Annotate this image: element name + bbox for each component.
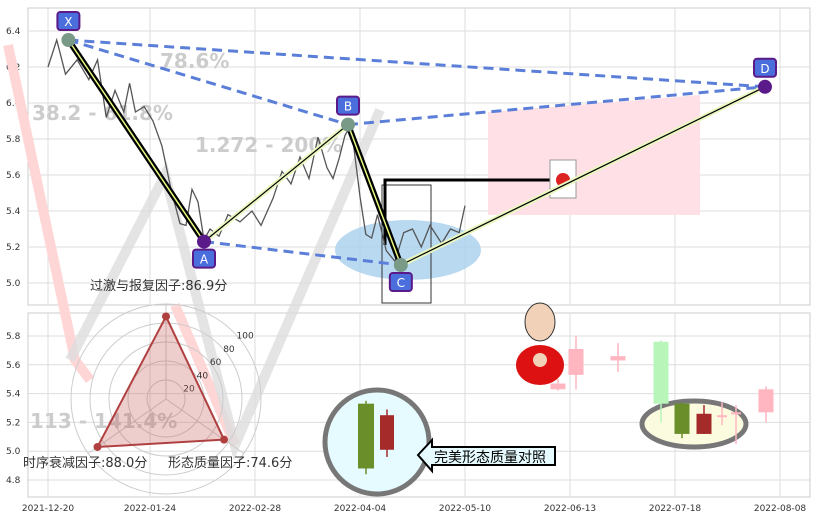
candle-body: [653, 341, 669, 404]
pattern-dashed-line: [203, 240, 402, 267]
x-tick-label: 2022-04-04: [334, 504, 387, 514]
candle-body: [550, 383, 566, 390]
pattern-label-badge: [388, 272, 413, 292]
radar-point: [93, 442, 102, 451]
callout-arrow: [416, 437, 556, 474]
pattern-point-C: [393, 258, 408, 272]
y-tick-label-top: 5.0: [6, 279, 21, 289]
pattern-point-D: [758, 79, 772, 94]
radar-tick-label: 40: [197, 371, 209, 381]
fib-watermark-label: 38.2 - 61.8%: [32, 101, 173, 125]
y-tick-label-top: 6.4: [6, 27, 21, 37]
radar-tick-label: 100: [237, 332, 254, 342]
pattern-dashed-line: [347, 85, 766, 127]
pattern-leg: [203, 124, 349, 243]
pattern-leg-highlight: [67, 39, 205, 243]
radar-axis: [87, 398, 167, 454]
candle-body: [358, 403, 374, 469]
candle-body: [568, 348, 584, 375]
pattern-point-B: [341, 117, 355, 132]
callout-text: 完美形态质量对照: [434, 450, 546, 466]
pattern-label-badge: [56, 11, 81, 31]
candle-body: [696, 413, 712, 434]
pattern-label: A: [200, 253, 209, 267]
pattern-label-badge: [336, 95, 360, 116]
y-tick-label-top: 6.0: [6, 99, 21, 109]
y-tick-label-bottom: 5.2: [6, 418, 20, 428]
pattern-leg-highlight: [347, 124, 402, 266]
c-zone-ellipse: [335, 220, 481, 280]
y-tick-label-bottom: 4.8: [6, 476, 21, 486]
x-tick-label: 2022-02-28: [229, 504, 282, 514]
radar-tick-label: 80: [223, 345, 235, 355]
mascot-head: [524, 302, 556, 342]
radar-axis-label: 时序衰减因子:88.0分: [23, 455, 147, 471]
pattern-dashed-line: [68, 38, 766, 89]
y-tick-label-bottom: 5.8: [6, 332, 21, 342]
pattern-label: X: [64, 15, 72, 29]
radar-tick-label: 60: [210, 358, 222, 368]
candle-panel-frame: [27, 312, 811, 498]
callout: 完美形态质量对照: [416, 437, 556, 474]
y-tick-label-bottom: 5.6: [6, 361, 21, 371]
pattern-dashed-line: [67, 38, 349, 127]
price-line: [47, 37, 466, 263]
y-tick-label-top: 5.8: [6, 135, 21, 145]
pattern-label-badge: [192, 248, 216, 269]
match-ellipse: [639, 398, 749, 450]
radar-point: [162, 312, 170, 321]
y-tick-label-top: 5.2: [6, 243, 20, 253]
x-tick-label: 2022-08-08: [754, 504, 807, 514]
x-tick-label: 2022-07-18: [649, 504, 702, 514]
y-tick-label-bottom: 5.4: [6, 390, 21, 400]
radar-axis: [165, 398, 245, 454]
candle-body: [717, 415, 727, 418]
candle-body: [610, 356, 626, 361]
candle-body: [380, 415, 394, 450]
radar-point: [220, 435, 229, 444]
radar-area: [95, 314, 226, 449]
pattern-label-badge: [753, 57, 777, 78]
candle-body: [758, 389, 774, 413]
mascot-puppy: [533, 353, 547, 367]
reference-circle: [322, 387, 432, 497]
pattern-label: B: [344, 100, 352, 114]
pattern-label: C: [397, 276, 405, 290]
y-tick-label-top: 5.4: [6, 207, 21, 217]
target-zone: [488, 95, 700, 215]
fib-watermark-label: 78.6%: [160, 49, 229, 73]
radar-axis-label: 过激与报复因子:86.9分: [90, 279, 227, 294]
fib-watermark-label: 1.272 - 200%: [195, 133, 342, 157]
x-tick-label: 2021-12-20: [22, 504, 75, 514]
pattern-leg: [400, 86, 766, 266]
radar-axis-label: 形态质量因子:74.6分: [168, 456, 292, 471]
radar-tick-label: 20: [183, 385, 195, 395]
c-zone-box: [381, 184, 432, 304]
x-tick-label: 2022-01-24: [124, 504, 177, 514]
pattern-point-A: [197, 234, 211, 249]
price-panel: X A B C D: [47, 11, 777, 304]
candle-panel: [322, 302, 774, 497]
candle-body: [731, 412, 741, 415]
candle-body: [674, 403, 690, 434]
y-tick-label-top: 5.6: [6, 171, 21, 181]
watermark-stroke: [65, 108, 385, 461]
x-tick-label: 2022-06-13: [544, 504, 596, 514]
pattern-point-X: [61, 33, 76, 47]
x-tick-label: 2022-05-10: [439, 504, 492, 514]
watermarks: 78.6%38.2 - 61.8%1.272 - 200%113 - 141.4…: [3, 43, 700, 461]
pattern-label: D: [760, 62, 769, 76]
y-tick-label-bottom: 5.0: [6, 447, 21, 457]
